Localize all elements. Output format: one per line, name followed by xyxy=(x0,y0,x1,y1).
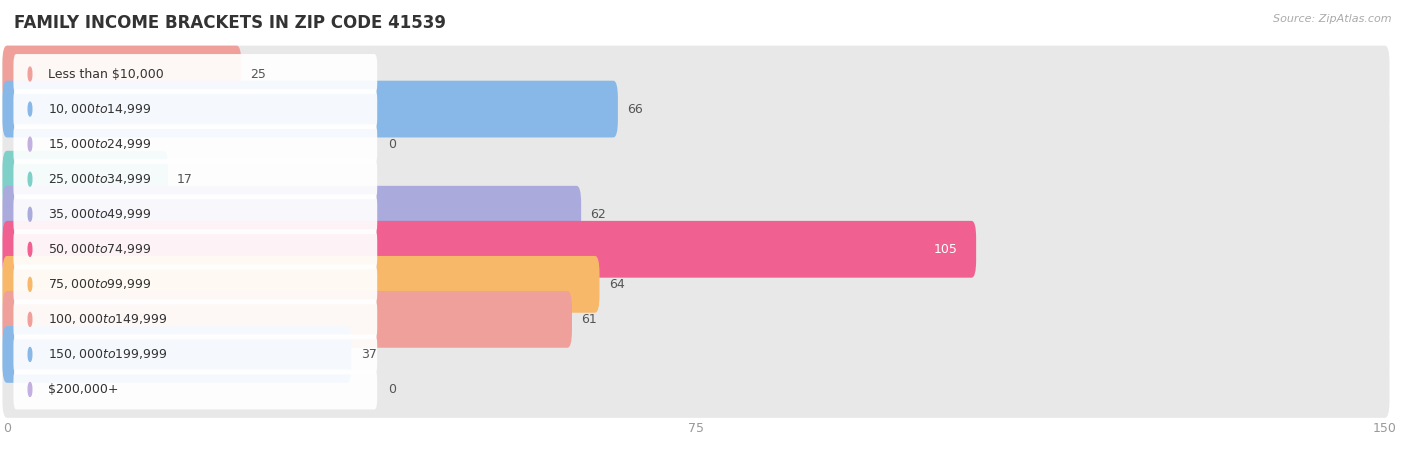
FancyBboxPatch shape xyxy=(3,151,167,207)
FancyBboxPatch shape xyxy=(14,230,377,269)
Circle shape xyxy=(28,242,32,256)
Text: 0: 0 xyxy=(388,138,396,151)
Text: $35,000 to $49,999: $35,000 to $49,999 xyxy=(48,207,152,221)
Text: $150,000 to $199,999: $150,000 to $199,999 xyxy=(48,347,167,361)
Text: $15,000 to $24,999: $15,000 to $24,999 xyxy=(48,137,152,151)
FancyBboxPatch shape xyxy=(14,124,377,164)
Circle shape xyxy=(28,312,32,326)
FancyBboxPatch shape xyxy=(3,256,1389,313)
Text: $50,000 to $74,999: $50,000 to $74,999 xyxy=(48,242,152,256)
Circle shape xyxy=(28,137,32,151)
Circle shape xyxy=(28,67,32,81)
Text: 62: 62 xyxy=(591,208,606,221)
FancyBboxPatch shape xyxy=(14,334,377,374)
Circle shape xyxy=(28,347,32,361)
FancyBboxPatch shape xyxy=(3,45,242,103)
Circle shape xyxy=(28,102,32,116)
FancyBboxPatch shape xyxy=(3,291,572,348)
Text: 37: 37 xyxy=(361,348,377,361)
Text: Less than $10,000: Less than $10,000 xyxy=(48,68,165,81)
FancyBboxPatch shape xyxy=(3,326,1389,383)
FancyBboxPatch shape xyxy=(14,89,377,129)
Text: $200,000+: $200,000+ xyxy=(48,383,120,396)
Circle shape xyxy=(28,277,32,291)
Text: 25: 25 xyxy=(250,68,266,81)
FancyBboxPatch shape xyxy=(3,45,1389,103)
FancyBboxPatch shape xyxy=(3,221,976,278)
Circle shape xyxy=(28,207,32,221)
FancyBboxPatch shape xyxy=(3,116,1389,172)
Text: 61: 61 xyxy=(581,313,598,326)
Text: FAMILY INCOME BRACKETS IN ZIP CODE 41539: FAMILY INCOME BRACKETS IN ZIP CODE 41539 xyxy=(14,14,446,32)
FancyBboxPatch shape xyxy=(14,299,377,339)
FancyBboxPatch shape xyxy=(3,81,617,137)
Text: 105: 105 xyxy=(934,243,957,256)
FancyBboxPatch shape xyxy=(3,326,352,383)
Text: 66: 66 xyxy=(627,103,643,116)
FancyBboxPatch shape xyxy=(3,256,599,313)
FancyBboxPatch shape xyxy=(14,264,377,304)
Text: $10,000 to $14,999: $10,000 to $14,999 xyxy=(48,102,152,116)
FancyBboxPatch shape xyxy=(14,369,377,410)
FancyBboxPatch shape xyxy=(3,151,1389,207)
Circle shape xyxy=(28,172,32,186)
Text: $100,000 to $149,999: $100,000 to $149,999 xyxy=(48,312,167,326)
FancyBboxPatch shape xyxy=(3,81,1389,137)
FancyBboxPatch shape xyxy=(3,221,1389,278)
Text: 64: 64 xyxy=(609,278,624,291)
Text: $75,000 to $99,999: $75,000 to $99,999 xyxy=(48,277,152,291)
FancyBboxPatch shape xyxy=(14,54,377,94)
Text: 17: 17 xyxy=(177,173,193,186)
FancyBboxPatch shape xyxy=(14,159,377,199)
Text: Source: ZipAtlas.com: Source: ZipAtlas.com xyxy=(1274,14,1392,23)
FancyBboxPatch shape xyxy=(3,186,581,243)
Text: $25,000 to $34,999: $25,000 to $34,999 xyxy=(48,172,152,186)
FancyBboxPatch shape xyxy=(3,291,1389,348)
Text: 0: 0 xyxy=(388,383,396,396)
FancyBboxPatch shape xyxy=(3,361,1389,418)
FancyBboxPatch shape xyxy=(3,186,1389,243)
Circle shape xyxy=(28,382,32,396)
FancyBboxPatch shape xyxy=(14,194,377,234)
